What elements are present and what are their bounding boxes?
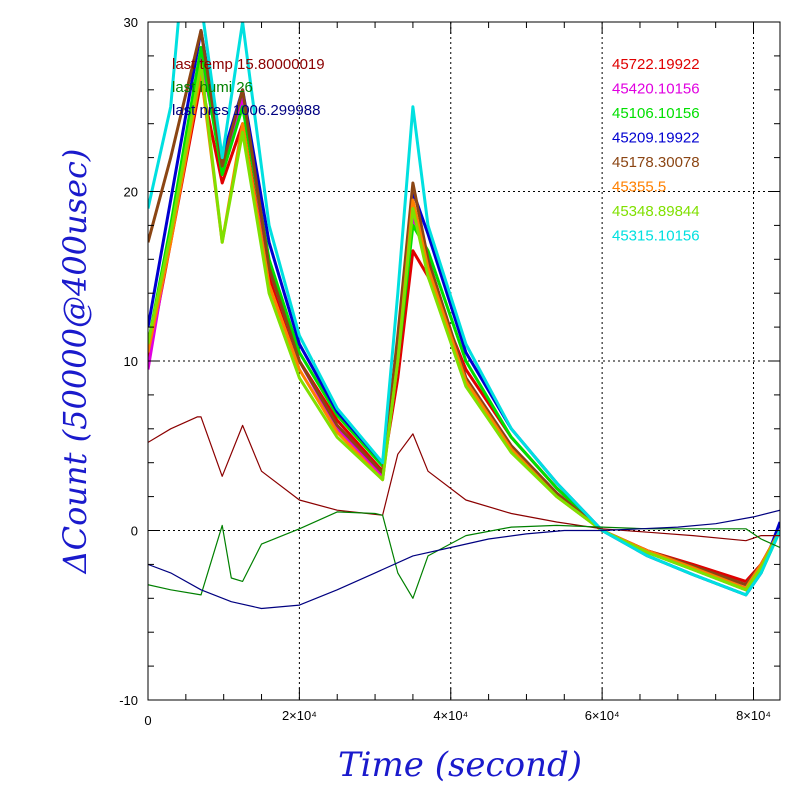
- series-group: [148, 22, 780, 610]
- legend-entry: 45348.89844: [612, 203, 700, 220]
- legend-entry: 45355.5: [612, 179, 666, 196]
- series-line: [148, 22, 780, 597]
- legend-entry: 45420.10156: [612, 81, 700, 98]
- y-tick-label: -10: [119, 693, 138, 708]
- legend: 45722.19922 45420.10156 45106.10156 45209.1…: [612, 56, 700, 245]
- y-tick-label: 20: [124, 185, 138, 200]
- x-tick-label: 6×10⁴: [585, 708, 620, 723]
- legend-entry: 45106.10156: [612, 105, 700, 122]
- annotation-text: last temp 15.80000019: [172, 56, 325, 73]
- x-axis-title: Time (second): [338, 745, 582, 785]
- x-tick-label: 4×10⁴: [433, 708, 468, 723]
- annotations: last temp 15.80000019 last humi 26 last pr…: [172, 56, 325, 119]
- series-line: [148, 416, 780, 542]
- series-line: [148, 511, 780, 599]
- legend-entry: 45722.19922: [612, 56, 700, 73]
- x-tick-label: 2×10⁴: [282, 708, 317, 723]
- y-tick-label: 10: [124, 354, 138, 369]
- annotation-text: last pres 1006.299988: [172, 102, 320, 119]
- annotation-text: last humi 26: [172, 79, 253, 96]
- x-tick-label: 8×10⁴: [736, 708, 771, 723]
- legend-entry: 45178.30078: [612, 154, 700, 171]
- legend-entry: 45315.10156: [612, 228, 700, 245]
- legend-entry: 45209.19922: [612, 130, 700, 147]
- y-axis-title: ΔCount (50000@400usec): [56, 149, 94, 576]
- x-tick-label: 0: [144, 713, 151, 728]
- series-line: [148, 62, 780, 592]
- y-tick-label: 0: [131, 524, 138, 539]
- series-line: [148, 509, 780, 610]
- ticks: -10 0 10 20 30 0 2×10⁴ 4×10⁴ 6×10⁴ 8×10⁴: [119, 15, 780, 728]
- y-tick-label: 30: [124, 15, 138, 30]
